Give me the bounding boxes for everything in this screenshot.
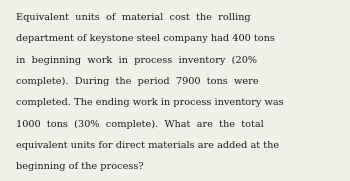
Text: complete).  During  the  period  7900  tons  were: complete). During the period 7900 tons w… [16,77,258,86]
Text: department of keystone steel company had 400 tons: department of keystone steel company had… [16,34,275,43]
Text: 1000  tons  (30%  complete).  What  are  the  total: 1000 tons (30% complete). What are the t… [16,119,264,129]
Text: Equivalent  units  of  material  cost  the  rolling: Equivalent units of material cost the ro… [16,13,250,22]
Text: equivalent units for direct materials are added at the: equivalent units for direct materials ar… [16,141,279,150]
Text: completed. The ending work in process inventory was: completed. The ending work in process in… [16,98,284,107]
Text: in  beginning  work  in  process  inventory  (20%: in beginning work in process inventory (… [16,55,257,64]
Text: beginning of the process?: beginning of the process? [16,162,144,171]
